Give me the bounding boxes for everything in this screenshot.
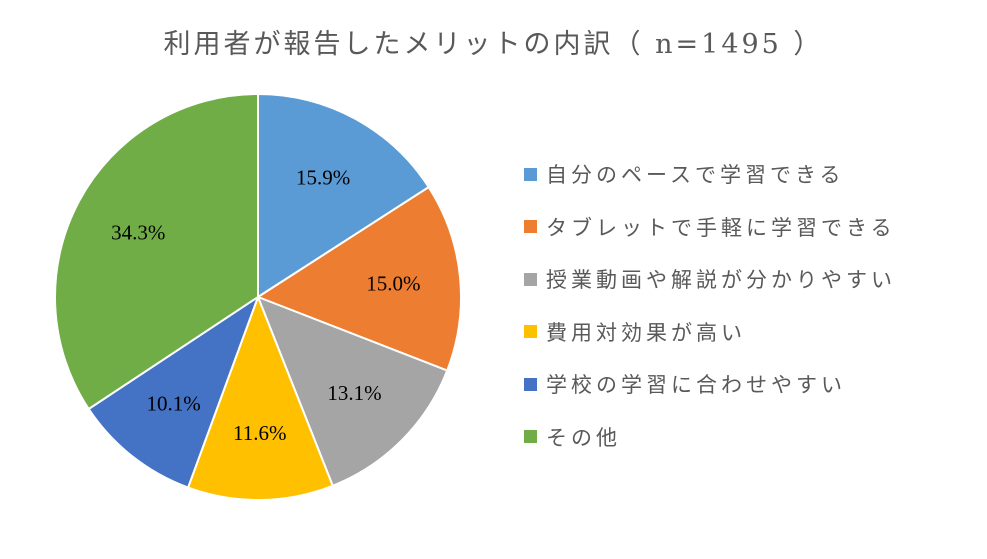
pie-slice-1	[257, 92, 431, 299]
legend-label-3: 授業動画や解説が分かりやすい	[546, 268, 896, 293]
legend-item-6: その他	[524, 418, 896, 456]
chart-title: 利用者が報告したメリットの内訳（ n=1495 ）	[163, 29, 824, 60]
legend-swatch-3	[524, 272, 537, 286]
pie-slice-6	[54, 92, 259, 411]
legend-swatch-5	[524, 377, 537, 391]
legend-label-6: その他	[546, 425, 621, 450]
legend-swatch-4	[524, 325, 537, 339]
pie-slice-2	[255, 185, 462, 372]
legend-label-2: タブレットで手軽に学習できる	[546, 215, 896, 240]
pie-slice-5	[87, 294, 260, 489]
pie-slices	[54, 92, 462, 501]
legend-item-3: 授業動画や解説が分かりやすい	[524, 260, 896, 298]
legend-item-5: 学校の学習に合わせやすい	[524, 365, 896, 403]
pie-data-labels: 15.9% 15.0% 13.1% 11.6% 10.1% 34.3%	[111, 166, 420, 445]
pie-slice-4	[186, 294, 335, 501]
legend-label-5: 学校の学習に合わせやすい	[546, 373, 846, 398]
legend-label-4: 費用対効果が高い	[546, 320, 746, 345]
legend-item-1: 自分のペースで学習できる	[524, 155, 896, 193]
pie-slice-3	[256, 295, 449, 488]
legend-item-4: 費用対効果が高い	[524, 313, 896, 351]
data-label-4: 11.6%	[233, 421, 286, 445]
legend-label-1: 自分のペースで学習できる	[546, 163, 845, 187]
legend-swatch-2	[524, 220, 537, 234]
legend: 自分のペースで学習できるタブレットで手軽に学習できる 授業動画や解説が分かりやすい…	[524, 155, 896, 471]
legend-swatch-6	[524, 430, 537, 444]
data-label-5: 10.1%	[147, 392, 201, 416]
legend-swatch-1	[524, 167, 537, 181]
legend-item-2: タブレットで手軽に学習できる	[524, 208, 896, 246]
data-label-6: 34.3%	[111, 221, 165, 245]
data-label-2: 15.0%	[366, 271, 420, 295]
data-label-1: 15.9%	[296, 166, 350, 190]
data-label-3: 13.1%	[327, 381, 381, 405]
